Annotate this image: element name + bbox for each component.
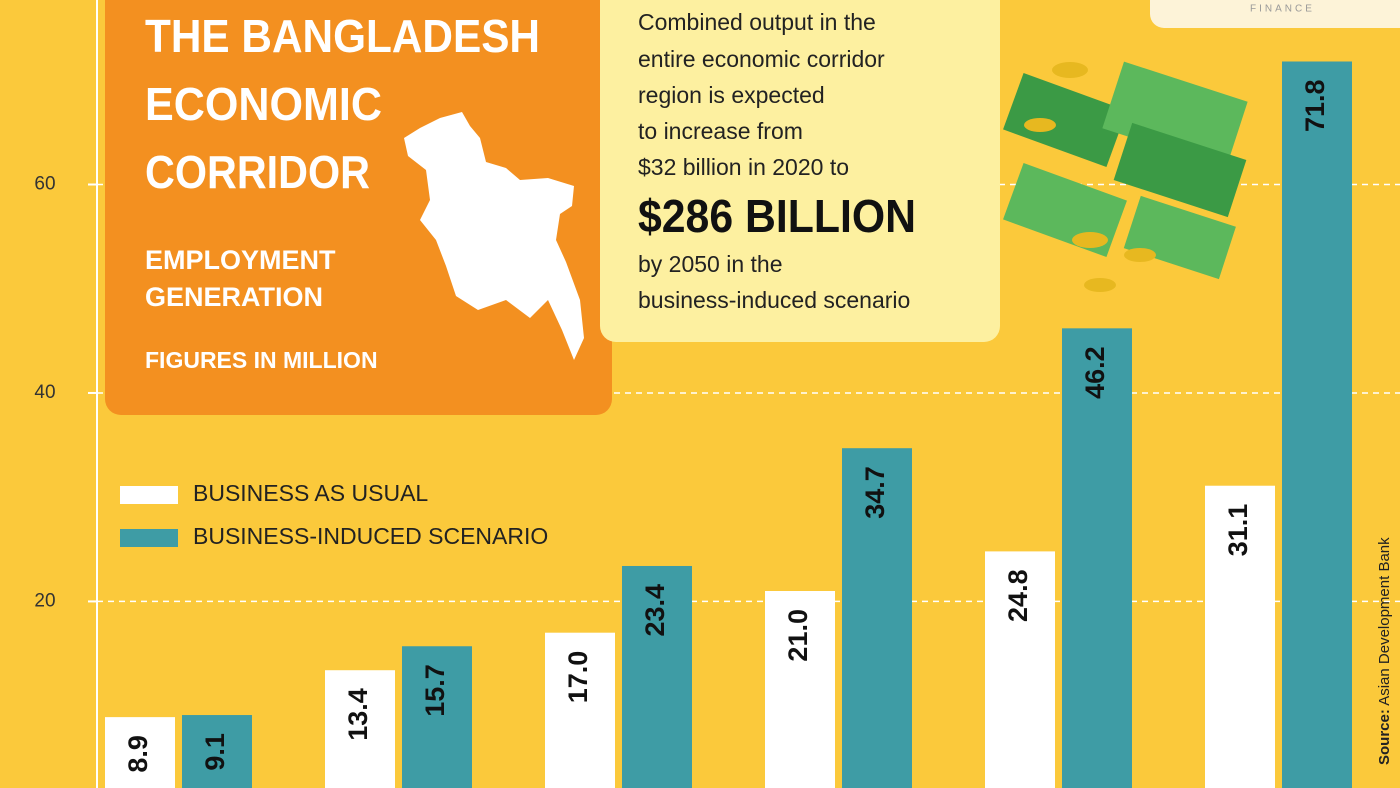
money-stack [1003, 72, 1127, 168]
value-label: 46.2 [1080, 346, 1110, 399]
bar [325, 670, 395, 788]
source: Source: Asian Development Bank [1376, 537, 1393, 765]
value-label: 21.0 [783, 609, 813, 662]
value-label: 15.7 [420, 664, 450, 717]
y-tick-label: 60 [34, 174, 55, 195]
callout-highlight: $286 BILLION [638, 190, 916, 242]
bar [622, 565, 692, 788]
bar [765, 591, 835, 788]
bar [402, 646, 472, 788]
callout-line: region is expected [638, 82, 825, 108]
y-tick-label: 20 [34, 590, 55, 611]
legend-label: BUSINESS-INDUCED SCENARIO [193, 523, 548, 549]
value-label: 8.9 [123, 735, 153, 773]
value-label: 13.4 [343, 688, 373, 741]
value-label: 34.7 [860, 466, 890, 519]
bar [1205, 485, 1275, 788]
money-stack [1102, 61, 1248, 169]
callout-line: entire economic corridor [638, 46, 885, 72]
logo-text: FINANCE [1250, 4, 1315, 15]
bar [842, 448, 912, 788]
title-line: ECONOMIC [145, 78, 382, 130]
bar [1062, 328, 1132, 788]
money-stack [1113, 122, 1247, 218]
bar [182, 715, 252, 788]
callout-line: $32 billion in 2020 to [638, 154, 849, 180]
value-label: 17.0 [563, 651, 593, 704]
coin [1052, 62, 1088, 78]
coin [1084, 278, 1116, 292]
legend-swatch [120, 486, 178, 504]
legend-swatch [120, 529, 178, 547]
map [404, 112, 584, 360]
note: FIGURES IN MILLION [145, 347, 378, 373]
coin [1024, 118, 1056, 132]
y-tick-label: 40 [34, 382, 55, 403]
value-label: 9.1 [200, 733, 230, 771]
subtitle-line: EMPLOYMENT [145, 245, 336, 275]
logo-box [1150, 0, 1400, 28]
title-line: THE BANGLADESH [145, 10, 540, 62]
money-illustration [1003, 61, 1248, 292]
source-text: Asian Development Bank [1376, 537, 1393, 706]
callout-line: to increase from [638, 118, 803, 144]
bar [1282, 61, 1352, 788]
source-label: Source: [1376, 709, 1393, 765]
legend-label: BUSINESS AS USUAL [193, 480, 428, 506]
bar [105, 717, 175, 788]
coin [1072, 232, 1108, 248]
value-label: 23.4 [640, 584, 670, 637]
callout-box [600, 0, 1000, 342]
logo: FINANCE [1150, 0, 1400, 28]
callout-line: business-induced scenario [638, 287, 910, 313]
subtitle-line: GENERATION [145, 282, 323, 312]
bar [545, 632, 615, 788]
callout-line: Combined output in the [638, 9, 876, 35]
title-line: CORRIDOR [145, 146, 370, 198]
title-box [105, 0, 612, 415]
coin [1124, 248, 1156, 262]
value-label: 71.8 [1300, 79, 1330, 132]
money-stack [1123, 195, 1236, 280]
bars: 8.9 9.1 13.4 15.7 17.0 23.4 21.0 34.7 24.8 46.2 31… [105, 61, 1352, 788]
value-label: 31.1 [1223, 504, 1253, 557]
value-label: 24.8 [1003, 569, 1033, 622]
bar [985, 551, 1055, 788]
callout-line: by 2050 in the [638, 251, 783, 277]
